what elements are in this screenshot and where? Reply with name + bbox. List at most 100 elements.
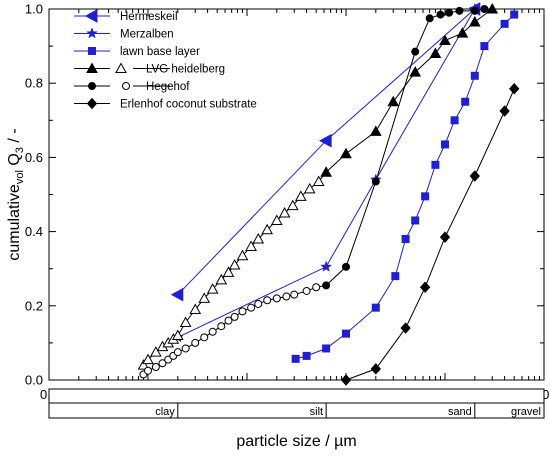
legend-marker xyxy=(122,82,130,90)
data-point xyxy=(486,2,499,14)
data-point xyxy=(303,182,316,194)
y-axis-title-part: cumulative xyxy=(6,184,23,261)
data-point xyxy=(215,273,228,285)
data-point xyxy=(441,140,449,149)
data-point xyxy=(312,175,325,187)
band-label-sand: sand xyxy=(448,406,472,418)
data-point xyxy=(224,316,233,325)
y-axis-title-subscript: vol xyxy=(14,170,26,184)
data-point xyxy=(181,344,190,353)
data-point xyxy=(263,296,272,305)
legend-marker xyxy=(115,62,127,73)
data-point xyxy=(236,249,249,261)
data-point xyxy=(290,290,299,299)
data-point xyxy=(238,307,247,316)
data-point xyxy=(429,47,442,59)
data-point xyxy=(450,116,459,125)
data-point xyxy=(425,14,434,23)
x-axis-title: particle size / µm xyxy=(236,433,356,450)
data-point xyxy=(137,359,150,370)
legend-label: lawn base layer xyxy=(120,46,200,58)
data-point xyxy=(189,303,202,315)
data-point xyxy=(340,374,352,386)
data-point xyxy=(272,294,281,303)
data-point xyxy=(222,266,235,277)
data-point xyxy=(217,322,226,331)
data-point xyxy=(286,199,299,211)
data-point xyxy=(456,27,469,38)
series-0 xyxy=(170,2,481,302)
data-point xyxy=(173,348,182,357)
data-point xyxy=(371,303,380,312)
data-point xyxy=(455,6,464,15)
data-point xyxy=(342,329,350,338)
legend-marker xyxy=(86,27,98,39)
data-point xyxy=(439,34,451,46)
data-point xyxy=(400,322,411,334)
y-axis-title-part: Q xyxy=(6,153,23,170)
data-point xyxy=(245,240,257,251)
legend-marker xyxy=(88,82,96,90)
data-point xyxy=(228,258,241,270)
legend-marker xyxy=(88,47,96,55)
data-point xyxy=(302,351,311,360)
data-point xyxy=(370,363,381,375)
data-point xyxy=(409,66,422,77)
band-label-silt: silt xyxy=(310,406,323,418)
data-point xyxy=(291,354,300,363)
data-point xyxy=(206,283,219,294)
data-point xyxy=(170,287,184,302)
legend-marker xyxy=(84,9,98,23)
data-point xyxy=(340,147,352,159)
data-point xyxy=(247,303,256,312)
series-layer xyxy=(137,2,520,386)
data-point xyxy=(461,97,470,106)
data-point xyxy=(510,10,519,19)
data-point xyxy=(499,105,510,117)
data-point xyxy=(179,316,192,327)
y-axis-title-subscript: 3 xyxy=(14,147,26,153)
y-tick-label: 0.6 xyxy=(25,150,43,165)
data-point xyxy=(261,223,274,235)
legend-item: lawn base layer xyxy=(74,46,200,58)
y-tick-label: 0.0 xyxy=(25,373,43,388)
data-point xyxy=(436,10,445,19)
series-line xyxy=(177,8,476,338)
legend-item: Erlenhof coconut substrate xyxy=(74,97,257,111)
data-point xyxy=(270,214,283,225)
data-point xyxy=(295,190,307,201)
legend-label: LVG heidelberg xyxy=(146,64,225,76)
data-point xyxy=(144,366,152,375)
y-tick-label: 1.0 xyxy=(25,2,43,17)
legend-marker xyxy=(86,62,98,73)
data-point xyxy=(470,71,479,80)
legend-label: Hegehof xyxy=(146,81,190,93)
legend-marker xyxy=(86,97,98,110)
data-point xyxy=(445,8,454,17)
data-point xyxy=(151,363,160,372)
series-line xyxy=(295,14,515,360)
data-point xyxy=(252,232,265,244)
legend-item: LVG heidelberg xyxy=(74,62,225,76)
data-point xyxy=(198,292,211,303)
data-point xyxy=(470,6,479,15)
series-line xyxy=(177,8,476,296)
data-point xyxy=(320,166,332,177)
data-point xyxy=(500,19,509,28)
legend-label: Hermeskeil xyxy=(120,11,178,23)
y-tick-label: 0.4 xyxy=(25,224,43,239)
data-point xyxy=(480,42,489,51)
legend-item: Hermeskeil xyxy=(74,9,178,23)
data-point xyxy=(439,231,451,243)
data-point xyxy=(468,15,481,27)
data-point xyxy=(411,216,420,225)
data-point xyxy=(149,346,162,357)
y-tick-label: 0.8 xyxy=(25,76,43,91)
data-point xyxy=(342,262,350,271)
legend-label: Erlenhof coconut substrate xyxy=(120,99,257,111)
series-5 xyxy=(340,83,520,386)
series-3 xyxy=(137,2,499,370)
data-point xyxy=(480,5,489,13)
data-point xyxy=(322,281,331,290)
